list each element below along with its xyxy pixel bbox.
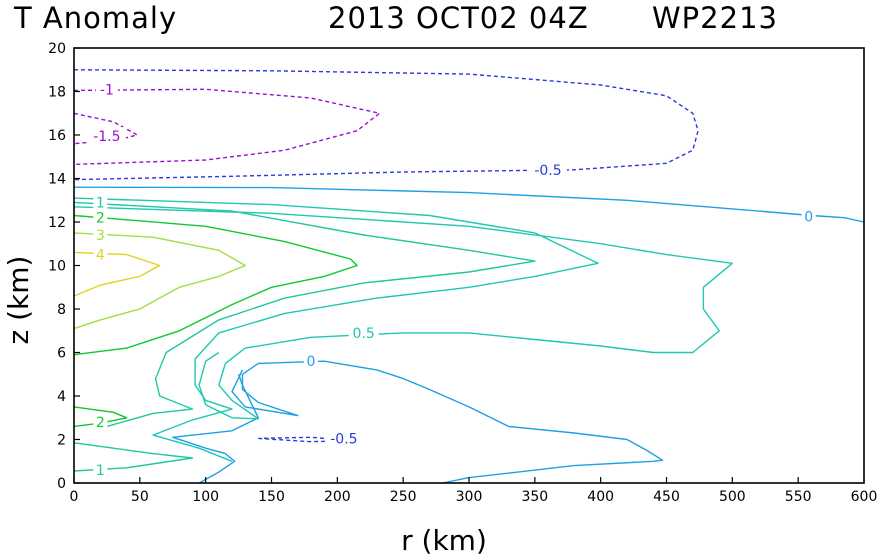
x-tick-label: 250 [390,489,417,505]
contour-label: 0 [307,354,316,370]
x-tick-label: 0 [70,489,79,505]
x-tick-label: 100 [192,489,219,505]
y-tick-label: 12 [48,215,66,231]
x-axis-title: r (km) [401,524,487,557]
contour-line [172,374,259,484]
contour-label: 4 [96,248,105,264]
x-tick-label: 450 [653,489,680,505]
x-tick-label: 550 [785,489,812,505]
contour-line [73,442,194,472]
contour-label: 3 [96,228,105,244]
y-tick-label: 20 [48,41,66,57]
y-tick-label: 16 [48,128,66,144]
contour-label-background [304,352,318,370]
x-tick-label: 50 [131,489,149,505]
x-tick-label: 300 [456,489,483,505]
x-tick-label: 150 [258,489,285,505]
y-tick-label: 0 [57,476,66,492]
contour-line [73,214,358,356]
contour-label-background [93,208,108,226]
contour-label-background [348,323,379,341]
contour-line [73,197,599,462]
contour-lines [73,69,865,484]
chart-title-storm: WP2213 [652,1,778,35]
contour-label-background [87,127,126,145]
contour-label-background [529,160,567,178]
contour-label-background [93,226,108,244]
contour-label: -0.5 [534,163,561,179]
contour-line [73,186,865,223]
x-tick-label: 400 [587,489,614,505]
contour-label-background [93,460,108,478]
contour-label: -1.5 [93,129,120,145]
contour-label: 2 [96,415,105,431]
contour-line [231,360,664,484]
y-tick-label: 2 [57,433,66,449]
contour-line [73,232,246,330]
contour-label: -1 [100,82,114,98]
chart-title-main: T Anomaly [13,1,177,35]
x-axis: 0 50 100 150 200 250 300 350 400 450 500 550 600 [70,477,878,505]
x-tick-label: 350 [521,489,548,505]
chart-title-date: 2013 OCT02 04Z [328,1,589,35]
contour-label-background [95,80,118,98]
contour-label: 0.5 [353,326,375,342]
y-tick-label: 10 [48,259,66,275]
plot-frame [73,47,865,484]
contour-label: 0 [804,210,813,226]
y-tick-label: 14 [48,172,66,188]
contour-line [73,206,733,420]
contour-line [73,69,699,181]
contour-label-background [93,245,108,263]
y-tick-label: 4 [57,389,66,405]
y-tick-label: 8 [57,302,66,318]
contour-label-background [93,193,108,211]
y-axis-title: z (km) [2,256,35,345]
contour-label: 1 [96,463,105,479]
contour-line [73,201,536,428]
contour-line [73,406,128,428]
contour-line [73,88,381,166]
contour-label: 1 [96,195,105,211]
x-tick-label: 500 [719,489,746,505]
contour-label-background [324,429,363,447]
contour-label: 2 [96,211,105,227]
y-tick-label: 6 [57,346,66,362]
y-axis: 0 2 4 6 8 10 12 14 16 18 20 [48,41,80,492]
y-tick-label: 18 [48,85,66,101]
x-tick-label: 200 [324,489,351,505]
contour-label: -0.5 [330,431,357,447]
contour-label-background [801,207,816,225]
contour-label-background [93,413,108,431]
contour-line [73,251,161,297]
x-tick-label: 600 [851,489,878,505]
